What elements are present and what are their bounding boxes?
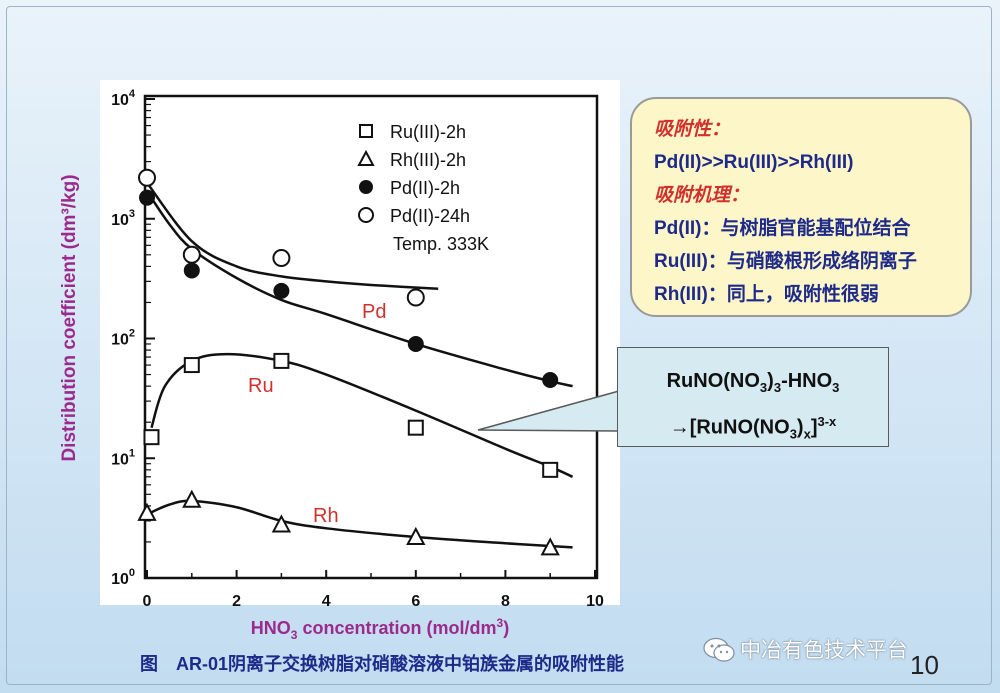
pd-2h-marker — [542, 372, 559, 389]
pd-24h-marker — [358, 207, 374, 223]
pd-24h-marker — [406, 288, 425, 307]
y-axis-label: Distribution coefficient (dm³/kg) — [59, 174, 80, 461]
callout-box: RuNO(NO3)3-HNO3 →[RuNO(NO3)x]3-x — [617, 347, 889, 447]
rh-marker — [137, 502, 157, 521]
ru-marker — [183, 357, 200, 374]
x-tick-label: 8 — [501, 593, 510, 610]
pd-24h-marker — [138, 168, 156, 187]
pd-2h-marker — [273, 282, 290, 299]
x-ticks: 0 2 4 6 8 10 — [143, 570, 604, 610]
callout-line-1: RuNO(NO3)3-HNO3 — [666, 370, 840, 395]
x-tick-label: 6 — [411, 593, 420, 610]
legend: Ru(III)-2h Rh(III)-2h Pd(II)-2h Pd(II)-24h T… — [357, 122, 489, 254]
y-tick-label: 100 — [111, 567, 135, 588]
x-tick-label: 4 — [322, 593, 331, 610]
ru-marker — [273, 352, 290, 369]
pd-2h-marker — [139, 189, 155, 206]
ru-marker — [542, 461, 559, 478]
y-tick-label: 101 — [111, 447, 135, 468]
legend-note: Temp. 333K — [393, 234, 489, 254]
data-markers — [137, 168, 560, 556]
rh-marker — [540, 537, 560, 556]
info-title-adsorption: 吸附性： — [654, 119, 731, 140]
ru-marker — [143, 429, 160, 446]
slide-border — [6, 6, 992, 685]
info-title-mechanism: 吸附机理： — [654, 185, 750, 206]
y-ticks: 100 101 102 103 104 — [111, 88, 155, 588]
info-line-pd: Pd(II)：与树脂官能基配位结合 — [654, 218, 911, 239]
callout-line-2: →[RuNO(NO3)x]3-x — [669, 414, 837, 442]
annotation-rh: Rh — [313, 505, 339, 527]
legend-label: Pd(II)-24h — [390, 206, 470, 226]
pd-24h-marker — [272, 249, 291, 268]
pd-2h-marker — [183, 262, 200, 279]
x-tick-label: 10 — [586, 593, 604, 610]
callout-pointer — [477, 390, 620, 432]
annotation-pd: Pd — [362, 301, 386, 323]
plot-panel — [100, 80, 620, 605]
info-box: 吸附性： Pd(II)>>Ru(III)>>Rh(III) 吸附机理： Pd(I… — [630, 97, 972, 317]
info-line-order: Pd(II)>>Ru(III)>>Rh(III) — [654, 152, 854, 173]
y-tick-label: 104 — [111, 88, 136, 109]
watermark-text: 中冶有色技术平台 — [740, 639, 908, 662]
annotation-ru: Ru — [248, 375, 274, 397]
page-number: 10 — [910, 650, 939, 680]
x-tick-label: 0 — [143, 593, 152, 610]
fit-curves — [145, 181, 574, 549]
legend-label: Pd(II)-2h — [390, 178, 460, 198]
x-tick-label: 2 — [232, 593, 241, 610]
ru-marker — [407, 419, 424, 436]
pd-2h-marker — [359, 180, 373, 194]
x-axis-label: HNO3 concentration (mol/dm3) — [251, 616, 509, 642]
figure-caption: 图 AR-01阴离子交换树脂对硝酸溶液中铂族金属的吸附性能 — [140, 654, 625, 674]
legend-label: Ru(III)-2h — [390, 122, 466, 142]
pd-2h-marker — [407, 335, 424, 352]
fit-curve — [150, 352, 574, 478]
legend-label: Rh(III)-2h — [390, 150, 466, 170]
rh-marker — [182, 489, 202, 508]
rh-marker — [406, 526, 426, 545]
fit-curve — [145, 190, 573, 388]
y-tick-label: 103 — [111, 208, 135, 229]
pd-24h-marker — [182, 245, 201, 264]
ru-marker — [359, 124, 373, 138]
info-line-rh: Rh(III)：同上，吸附性很弱 — [654, 284, 879, 305]
info-line-ru: Ru(III)：与硝酸根形成络阴离子 — [654, 251, 917, 272]
rh-marker — [357, 149, 375, 166]
plot-frame — [143, 94, 599, 580]
y-tick-label: 102 — [111, 328, 135, 349]
fit-curve — [146, 181, 439, 291]
wechat-icon — [703, 637, 735, 662]
rh-marker — [271, 514, 292, 533]
fit-curve — [146, 499, 573, 549]
